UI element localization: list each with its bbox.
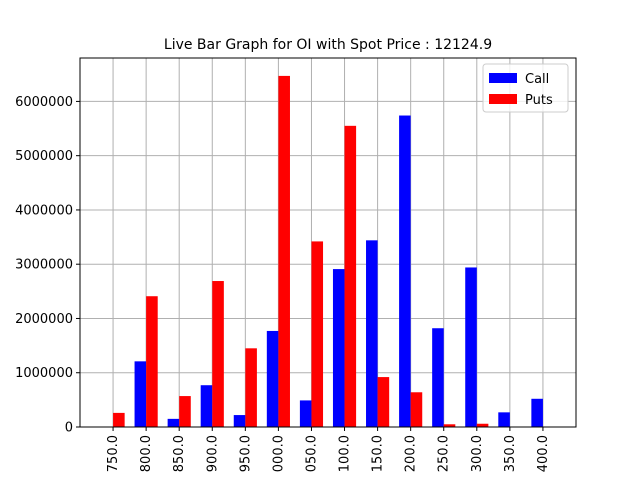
bar-puts-000.0 [278, 75, 290, 428]
y-tick-label: 3000000 [15, 258, 73, 273]
y-tick-label: 2000000 [15, 312, 73, 327]
bar-call-200.0 [399, 115, 411, 427]
bar-puts-900.0 [212, 281, 224, 427]
bar-call-950.0 [233, 415, 246, 427]
bars [113, 75, 543, 428]
bar-call-150.0 [366, 240, 378, 427]
y-tick-label: 0 [65, 421, 73, 436]
x-tick-label: 800.0 [139, 435, 154, 472]
legend: Call Puts [482, 63, 569, 113]
bar-puts-850.0 [179, 396, 191, 427]
x-tick-label: 200.0 [404, 435, 419, 472]
x-tick-label: 250.0 [437, 435, 452, 472]
x-tick-label: 100.0 [338, 435, 353, 472]
x-tick-label: 300.0 [470, 435, 485, 472]
x-tick-label: 400.0 [536, 435, 551, 472]
y-tick-label: 1000000 [15, 366, 73, 381]
bar-puts-050.0 [311, 241, 324, 427]
bar-call-800.0 [134, 361, 147, 427]
bar-puts-800.0 [146, 296, 158, 427]
chart-title: Live Bar Graph for OI with Spot Price : … [164, 37, 492, 53]
bar-call-000.0 [266, 330, 279, 427]
bar-call-350.0 [498, 412, 510, 427]
bar-puts-100.0 [344, 125, 357, 428]
plot-frame [79, 57, 577, 428]
y-tick-label: 4000000 [15, 203, 73, 218]
bar-call-850.0 [167, 418, 180, 427]
y-axis-ticks: 0 1000000 2000000 3000000 4000000 5000000 6000… [15, 95, 80, 436]
bar-puts-200.0 [410, 392, 423, 427]
bar-puts-750.0 [113, 412, 125, 427]
x-tick-label: 900.0 [205, 435, 220, 472]
bar-call-400.0 [531, 398, 543, 427]
legend-swatch-puts [489, 94, 517, 104]
bar-call-300.0 [465, 267, 477, 427]
bar-call-050.0 [299, 400, 312, 427]
x-tick-label: 350.0 [503, 435, 518, 472]
x-tick-label: 850.0 [172, 435, 187, 472]
bar-call-900.0 [200, 385, 213, 427]
x-tick-label: 950.0 [238, 435, 253, 472]
x-tick-label: 750.0 [106, 435, 121, 472]
x-tick-label: 150.0 [371, 435, 386, 472]
x-tick-label: 000.0 [271, 435, 286, 472]
bar-puts-250.0 [443, 424, 456, 427]
bar-puts-950.0 [245, 348, 257, 427]
bar-call-250.0 [432, 328, 444, 427]
y-tick-label: 6000000 [15, 95, 73, 110]
legend-swatch-call [489, 73, 517, 83]
bar-call-100.0 [332, 269, 345, 427]
bar-puts-150.0 [377, 377, 390, 427]
x-axis-ticks: 750.0 800.0 850.0 900.0 950.0 000.0 050.0 100.0… [106, 427, 551, 472]
legend-label-call: Call [525, 72, 549, 87]
y-tick-label: 5000000 [15, 149, 73, 164]
x-tick-label: 050.0 [304, 435, 319, 472]
legend-label-puts: Puts [525, 93, 553, 108]
bar-puts-300.0 [476, 423, 489, 427]
